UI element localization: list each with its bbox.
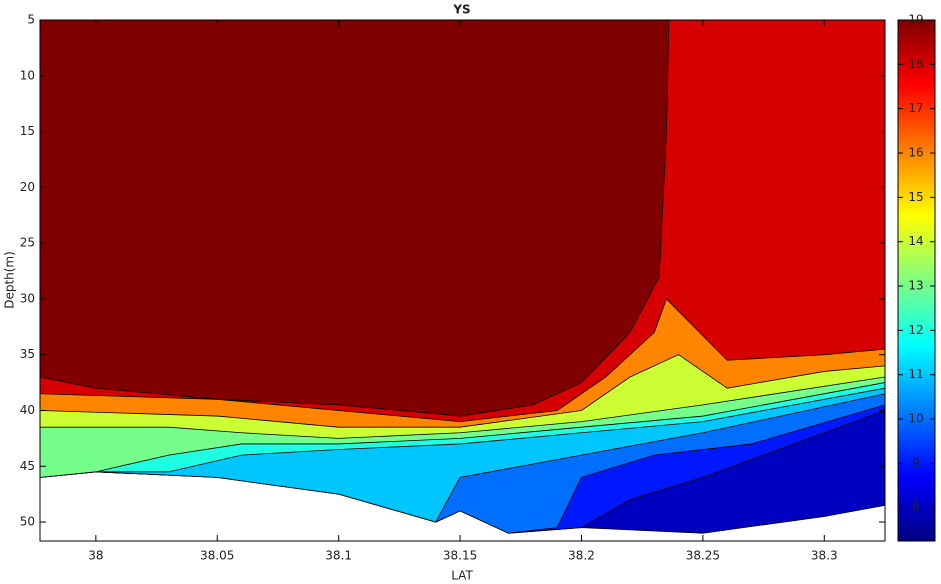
colorbar-tick-label: 17 (908, 101, 923, 115)
x-tick-label: 38.05 (200, 549, 234, 563)
chart-title: YS (452, 3, 470, 17)
y-tick-label: 15 (20, 124, 35, 138)
colorbar-tick-label: 8 (912, 500, 920, 514)
y-axis-label: Depth(m) (3, 251, 17, 309)
colorbar-tick-label: 16 (908, 146, 923, 160)
contour-group (40, 20, 885, 534)
y-tick-label: 50 (20, 515, 35, 529)
y-tick-label: 20 (20, 180, 35, 194)
y-tick-label: 45 (20, 459, 35, 473)
x-tick-label: 38.3 (811, 549, 838, 563)
y-tick-label: 40 (20, 403, 35, 417)
plot-frame (39, 19, 886, 542)
colorbar-tick-label: 11 (908, 367, 923, 381)
x-tick-label: 38.2 (568, 549, 595, 563)
x-axis-label: LAT (451, 569, 473, 583)
colorbar-tick-label: 12 (908, 323, 923, 337)
x-tick-label: 38.1 (325, 549, 352, 563)
x-tick-label: 38 (88, 549, 103, 563)
colorbar (897, 19, 936, 542)
colorbar-tick-label: 10 (908, 412, 923, 426)
y-tick-label: 25 (20, 236, 35, 250)
colorbar-tick-label: 15 (908, 190, 923, 204)
colorbar-tick-label: 13 (908, 279, 923, 293)
contour-region (40, 20, 670, 417)
y-tick-label: 35 (20, 347, 35, 361)
y-tick-label: 30 (20, 291, 35, 305)
colorbar-tick-label: 14 (908, 234, 923, 248)
y-tick-label: 10 (20, 68, 35, 82)
colorbar-tick-label: 9 (912, 456, 920, 470)
colorbar-tick-label: 19 (908, 13, 923, 27)
x-tick-label: 38.15 (443, 549, 477, 563)
y-tick-label: 5 (27, 13, 35, 27)
colorbar-tick-label: 18 (908, 57, 923, 71)
x-tick-label: 38.25 (686, 549, 720, 563)
